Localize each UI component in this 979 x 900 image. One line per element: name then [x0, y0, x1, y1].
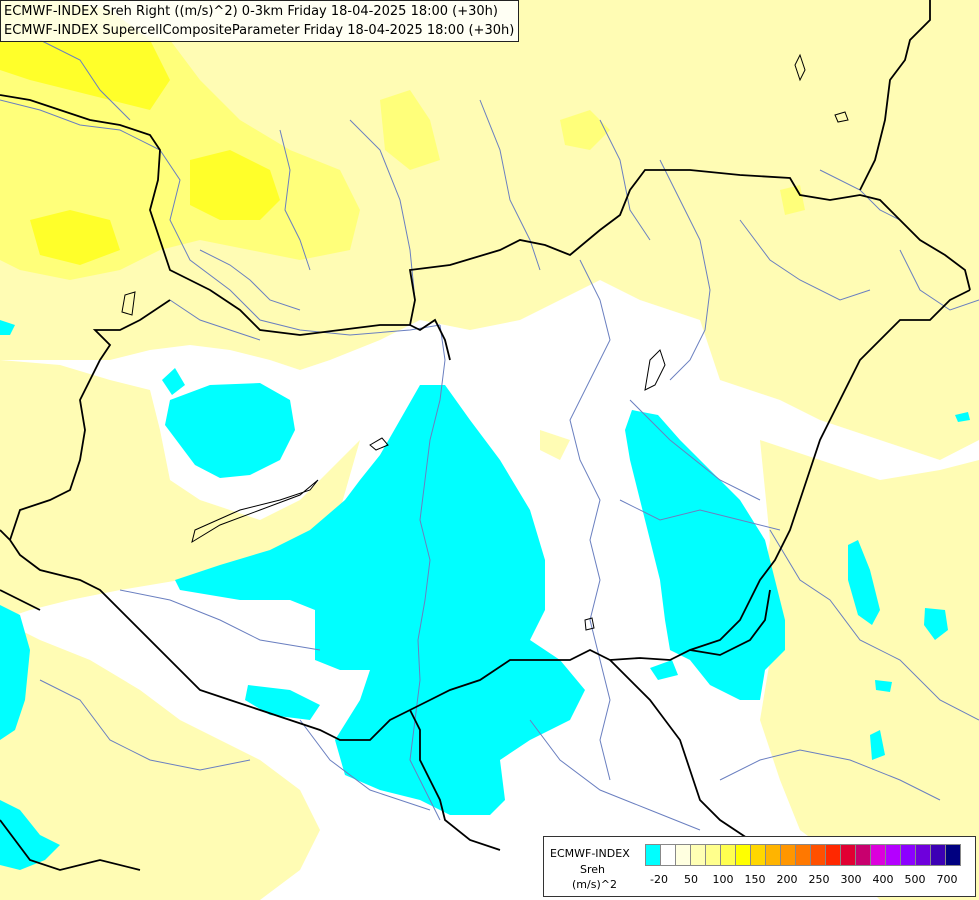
legend-tick-label: 700 [936, 873, 958, 886]
legend-tick-label: 200 [776, 873, 798, 886]
legend-swatch [855, 844, 871, 866]
legend-swatch [915, 844, 931, 866]
lakes [121, 53, 849, 631]
country-borders [0, 0, 971, 871]
legend-swatch [900, 844, 916, 866]
legend-tick-label: 100 [712, 873, 734, 886]
title-scp: ECMWF-INDEX SupercellCompositeParameter … [4, 23, 515, 38]
legend-swatch [705, 844, 721, 866]
legend-swatch [675, 844, 691, 866]
map-title-box: ECMWF-INDEX Sreh Right ((m/s)^2) 0-3km F… [0, 0, 519, 42]
legend-title: ECMWF-INDEX [550, 847, 630, 860]
legend-tick-label: 300 [840, 873, 862, 886]
legend-variable: Sreh [580, 863, 606, 876]
legend-swatch [795, 844, 811, 866]
legend-swatch [735, 844, 751, 866]
legend-swatch [780, 844, 796, 866]
color-legend: ECMWF-INDEX Sreh (m/s)^2 -20 50 100 150 200 2… [543, 836, 976, 897]
legend-swatch [810, 844, 826, 866]
legend-swatches [645, 844, 961, 866]
legend-swatch [945, 844, 961, 866]
legend-tick-label: 50 [684, 873, 698, 886]
legend-tick-label: 500 [904, 873, 926, 886]
legend-swatch [825, 844, 841, 866]
legend-swatch [720, 844, 736, 866]
legend-ticks: -20 50 100 150 200 250 300 400 500 700 [645, 873, 975, 887]
rivers [0, 39, 979, 831]
legend-swatch [930, 844, 946, 866]
legend-swatch [660, 844, 676, 866]
title-sreh: ECMWF-INDEX Sreh Right ((m/s)^2) 0-3km F… [4, 4, 498, 19]
legend-swatch [870, 844, 886, 866]
legend-unit: (m/s)^2 [572, 878, 617, 891]
legend-tick-label: 150 [744, 873, 766, 886]
legend-tick-label: 400 [872, 873, 894, 886]
sreh-field-cyan [0, 320, 970, 870]
legend-swatch [765, 844, 781, 866]
legend-swatch [750, 844, 766, 866]
legend-swatch [885, 844, 901, 866]
legend-tick-label: 250 [808, 873, 830, 886]
legend-swatch [840, 844, 856, 866]
legend-swatch [690, 844, 706, 866]
legend-tick-label: -20 [650, 873, 668, 886]
legend-swatch [645, 844, 661, 866]
